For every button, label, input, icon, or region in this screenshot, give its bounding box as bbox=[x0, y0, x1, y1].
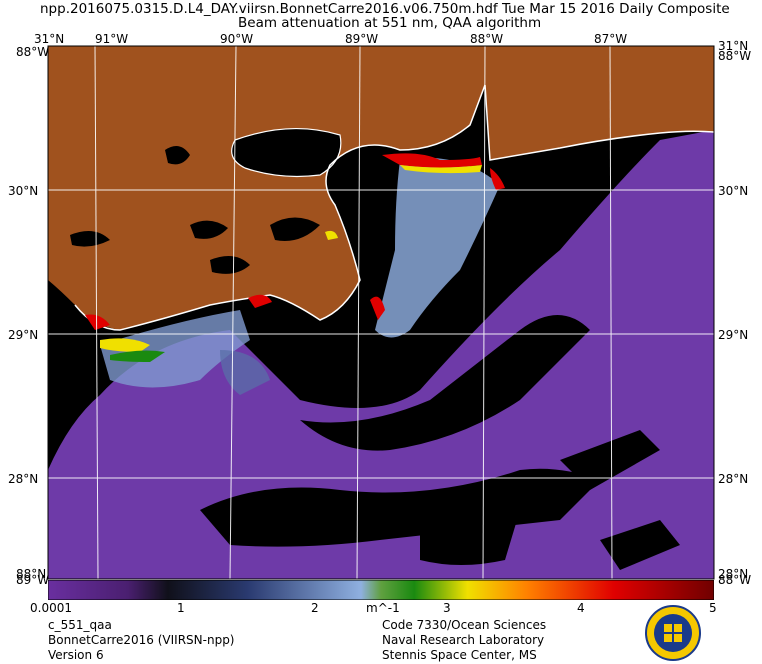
footer-version: Version 6 bbox=[48, 648, 104, 662]
turbid-plume bbox=[375, 157, 500, 338]
footer-org-code: Code 7330/Ocean Sciences bbox=[382, 618, 547, 632]
lon-label-89: 89°W bbox=[345, 32, 379, 46]
footer-location: Stennis Space Center, MS bbox=[382, 648, 537, 662]
header-title: npp.2016075.0315.D.L4_DAY.viirsn.BonnetC… bbox=[40, 1, 730, 17]
corner-label-bl-a: 88°N bbox=[16, 567, 47, 581]
lon-label-90: 90°W bbox=[220, 32, 254, 46]
nrl-seal-logo bbox=[645, 605, 701, 661]
corner-label-tr-lon: 88°W bbox=[718, 49, 752, 63]
corner-label-br-a: 28°N bbox=[718, 567, 749, 581]
lon-label-87: 87°W bbox=[594, 32, 628, 46]
corner-label-tr-lat: 31°N bbox=[718, 39, 749, 53]
lat-label-right-30: 30°N bbox=[718, 184, 749, 198]
coastline bbox=[74, 84, 715, 331]
cbar-tick-5: 5 bbox=[709, 601, 717, 615]
lat-label-left-28: 28°N bbox=[8, 472, 39, 486]
header-subtitle: Beam attenuation at 551 nm, QAA algorith… bbox=[238, 15, 542, 31]
corner-label-tl-lat: 31°N bbox=[34, 32, 65, 46]
footer-product: c_551_qaa bbox=[48, 618, 112, 632]
clear-water bbox=[48, 130, 714, 579]
cbar-tick-0: 0.0001 bbox=[30, 601, 72, 615]
footer-org-name: Naval Research Laboratory bbox=[382, 633, 545, 647]
graticule bbox=[48, 45, 714, 580]
cbar-unit: m^-1 bbox=[366, 601, 400, 615]
corner-label-tl-lon: 88°W bbox=[16, 45, 50, 59]
lon-label-88: 88°W bbox=[470, 32, 504, 46]
cbar-tick-3: 3 bbox=[443, 601, 451, 615]
lat-label-right-29: 29°N bbox=[718, 328, 749, 342]
colorbar bbox=[48, 580, 714, 600]
cbar-tick-4: 4 bbox=[577, 601, 585, 615]
footer-dataset: BonnetCarre2016 (VIIRSN-npp) bbox=[48, 633, 235, 647]
cbar-tick-1: 1 bbox=[177, 601, 185, 615]
lat-label-left-29: 29°N bbox=[8, 328, 39, 342]
lat-label-left-30: 30°N bbox=[8, 184, 39, 198]
lat-label-right-28: 28°N bbox=[718, 472, 749, 486]
corner-label-bl-b: 89°W bbox=[16, 573, 50, 587]
high-attenuation bbox=[382, 153, 482, 168]
corner-label-br-b: 88°W bbox=[718, 573, 752, 587]
lon-label-91: 91°W bbox=[95, 32, 129, 46]
lake-pontchartrain bbox=[231, 128, 341, 177]
cbar-tick-2: 2 bbox=[311, 601, 319, 615]
